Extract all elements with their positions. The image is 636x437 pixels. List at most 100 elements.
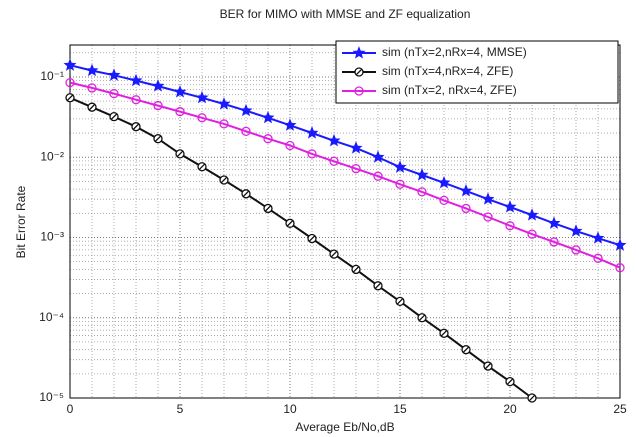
point <box>349 141 363 154</box>
point <box>197 113 207 123</box>
point-slash <box>506 378 514 385</box>
point <box>85 63 99 77</box>
point-slash <box>66 94 74 102</box>
point <box>373 171 383 181</box>
point-slash <box>528 394 536 402</box>
legend-label: sim (nTx=2,nRx=4, MMSE) <box>382 45 527 59</box>
point <box>109 88 119 99</box>
point <box>527 229 537 239</box>
y-tick-label: 10⁻³ <box>40 230 64 244</box>
point-slash <box>352 266 360 273</box>
point <box>395 179 405 189</box>
point <box>571 245 581 255</box>
point <box>63 58 77 71</box>
point <box>305 126 319 139</box>
point <box>549 237 559 247</box>
point <box>525 208 539 221</box>
point <box>87 83 97 93</box>
point-slash <box>396 298 404 305</box>
point <box>327 133 341 147</box>
point <box>417 187 427 197</box>
point <box>151 79 165 92</box>
x-tick-label: 10 <box>283 402 297 416</box>
point <box>195 90 209 104</box>
point-slash <box>220 176 228 184</box>
y-tick-label: 10⁻² <box>40 149 64 163</box>
point <box>219 119 229 129</box>
x-axis-label: Average Eb/No,dB <box>295 420 394 434</box>
x-tick-label: 25 <box>613 402 627 416</box>
point-slash <box>286 220 294 227</box>
point <box>107 68 121 81</box>
point <box>217 97 231 110</box>
x-tick-label: 20 <box>503 402 517 416</box>
point-slash <box>330 250 338 258</box>
point <box>351 164 361 174</box>
point <box>505 221 515 231</box>
point-slash <box>484 362 492 370</box>
point <box>437 175 451 189</box>
series <box>65 77 625 273</box>
point <box>415 168 429 181</box>
series <box>63 58 627 251</box>
legend-marker <box>354 86 364 96</box>
point <box>613 238 627 251</box>
point <box>263 134 273 144</box>
point-slash <box>308 235 316 242</box>
point <box>459 184 473 197</box>
point <box>569 224 583 237</box>
series <box>65 93 537 403</box>
point <box>131 95 141 105</box>
point-slash <box>440 330 448 337</box>
point <box>393 160 407 173</box>
point <box>547 216 561 229</box>
point-slash <box>132 123 140 130</box>
y-tick-label: 10⁻⁵ <box>39 390 64 404</box>
series-line <box>69 81 621 269</box>
point <box>461 203 471 214</box>
point <box>481 192 495 205</box>
point <box>65 77 75 88</box>
x-tick-label: 5 <box>177 402 184 416</box>
legend-marker <box>352 46 366 59</box>
point <box>503 200 517 213</box>
point <box>261 110 275 124</box>
point-slash <box>88 103 96 111</box>
x-tick-label: 0 <box>67 402 74 416</box>
point <box>175 106 185 117</box>
point-slash <box>355 68 363 76</box>
legend-label: sim (nTx=4,nRx=4, ZFE) <box>382 64 513 78</box>
point <box>593 253 603 263</box>
point-slash <box>198 163 206 171</box>
point <box>307 149 317 159</box>
point-slash <box>154 135 162 142</box>
point <box>615 263 625 273</box>
point <box>591 231 605 244</box>
point-slash <box>264 205 272 212</box>
legend-label: sim (nTx=2, nRx=4, ZFE) <box>382 83 517 97</box>
point <box>483 212 493 222</box>
point <box>129 73 143 87</box>
point <box>329 156 339 166</box>
series-line <box>69 96 533 399</box>
point-slash <box>418 314 426 321</box>
point-slash <box>110 113 118 120</box>
point <box>173 85 187 98</box>
y-tick-label: 10⁻¹ <box>40 69 64 83</box>
point <box>241 126 251 136</box>
chart-title: BER for MIMO with MMSE and ZF equalizati… <box>220 7 471 21</box>
point <box>283 118 297 131</box>
point-slash <box>374 282 382 290</box>
legend-box <box>335 40 619 104</box>
point <box>153 100 163 111</box>
x-tick-label: 15 <box>393 402 407 416</box>
point <box>285 140 295 151</box>
point-slash <box>242 190 250 198</box>
point <box>239 103 253 117</box>
point-slash <box>176 150 184 158</box>
y-axis-label: Bit Error Rate <box>14 185 28 258</box>
point <box>371 150 385 163</box>
y-tick-label: 10⁻⁴ <box>39 310 64 324</box>
point-slash <box>462 346 470 353</box>
